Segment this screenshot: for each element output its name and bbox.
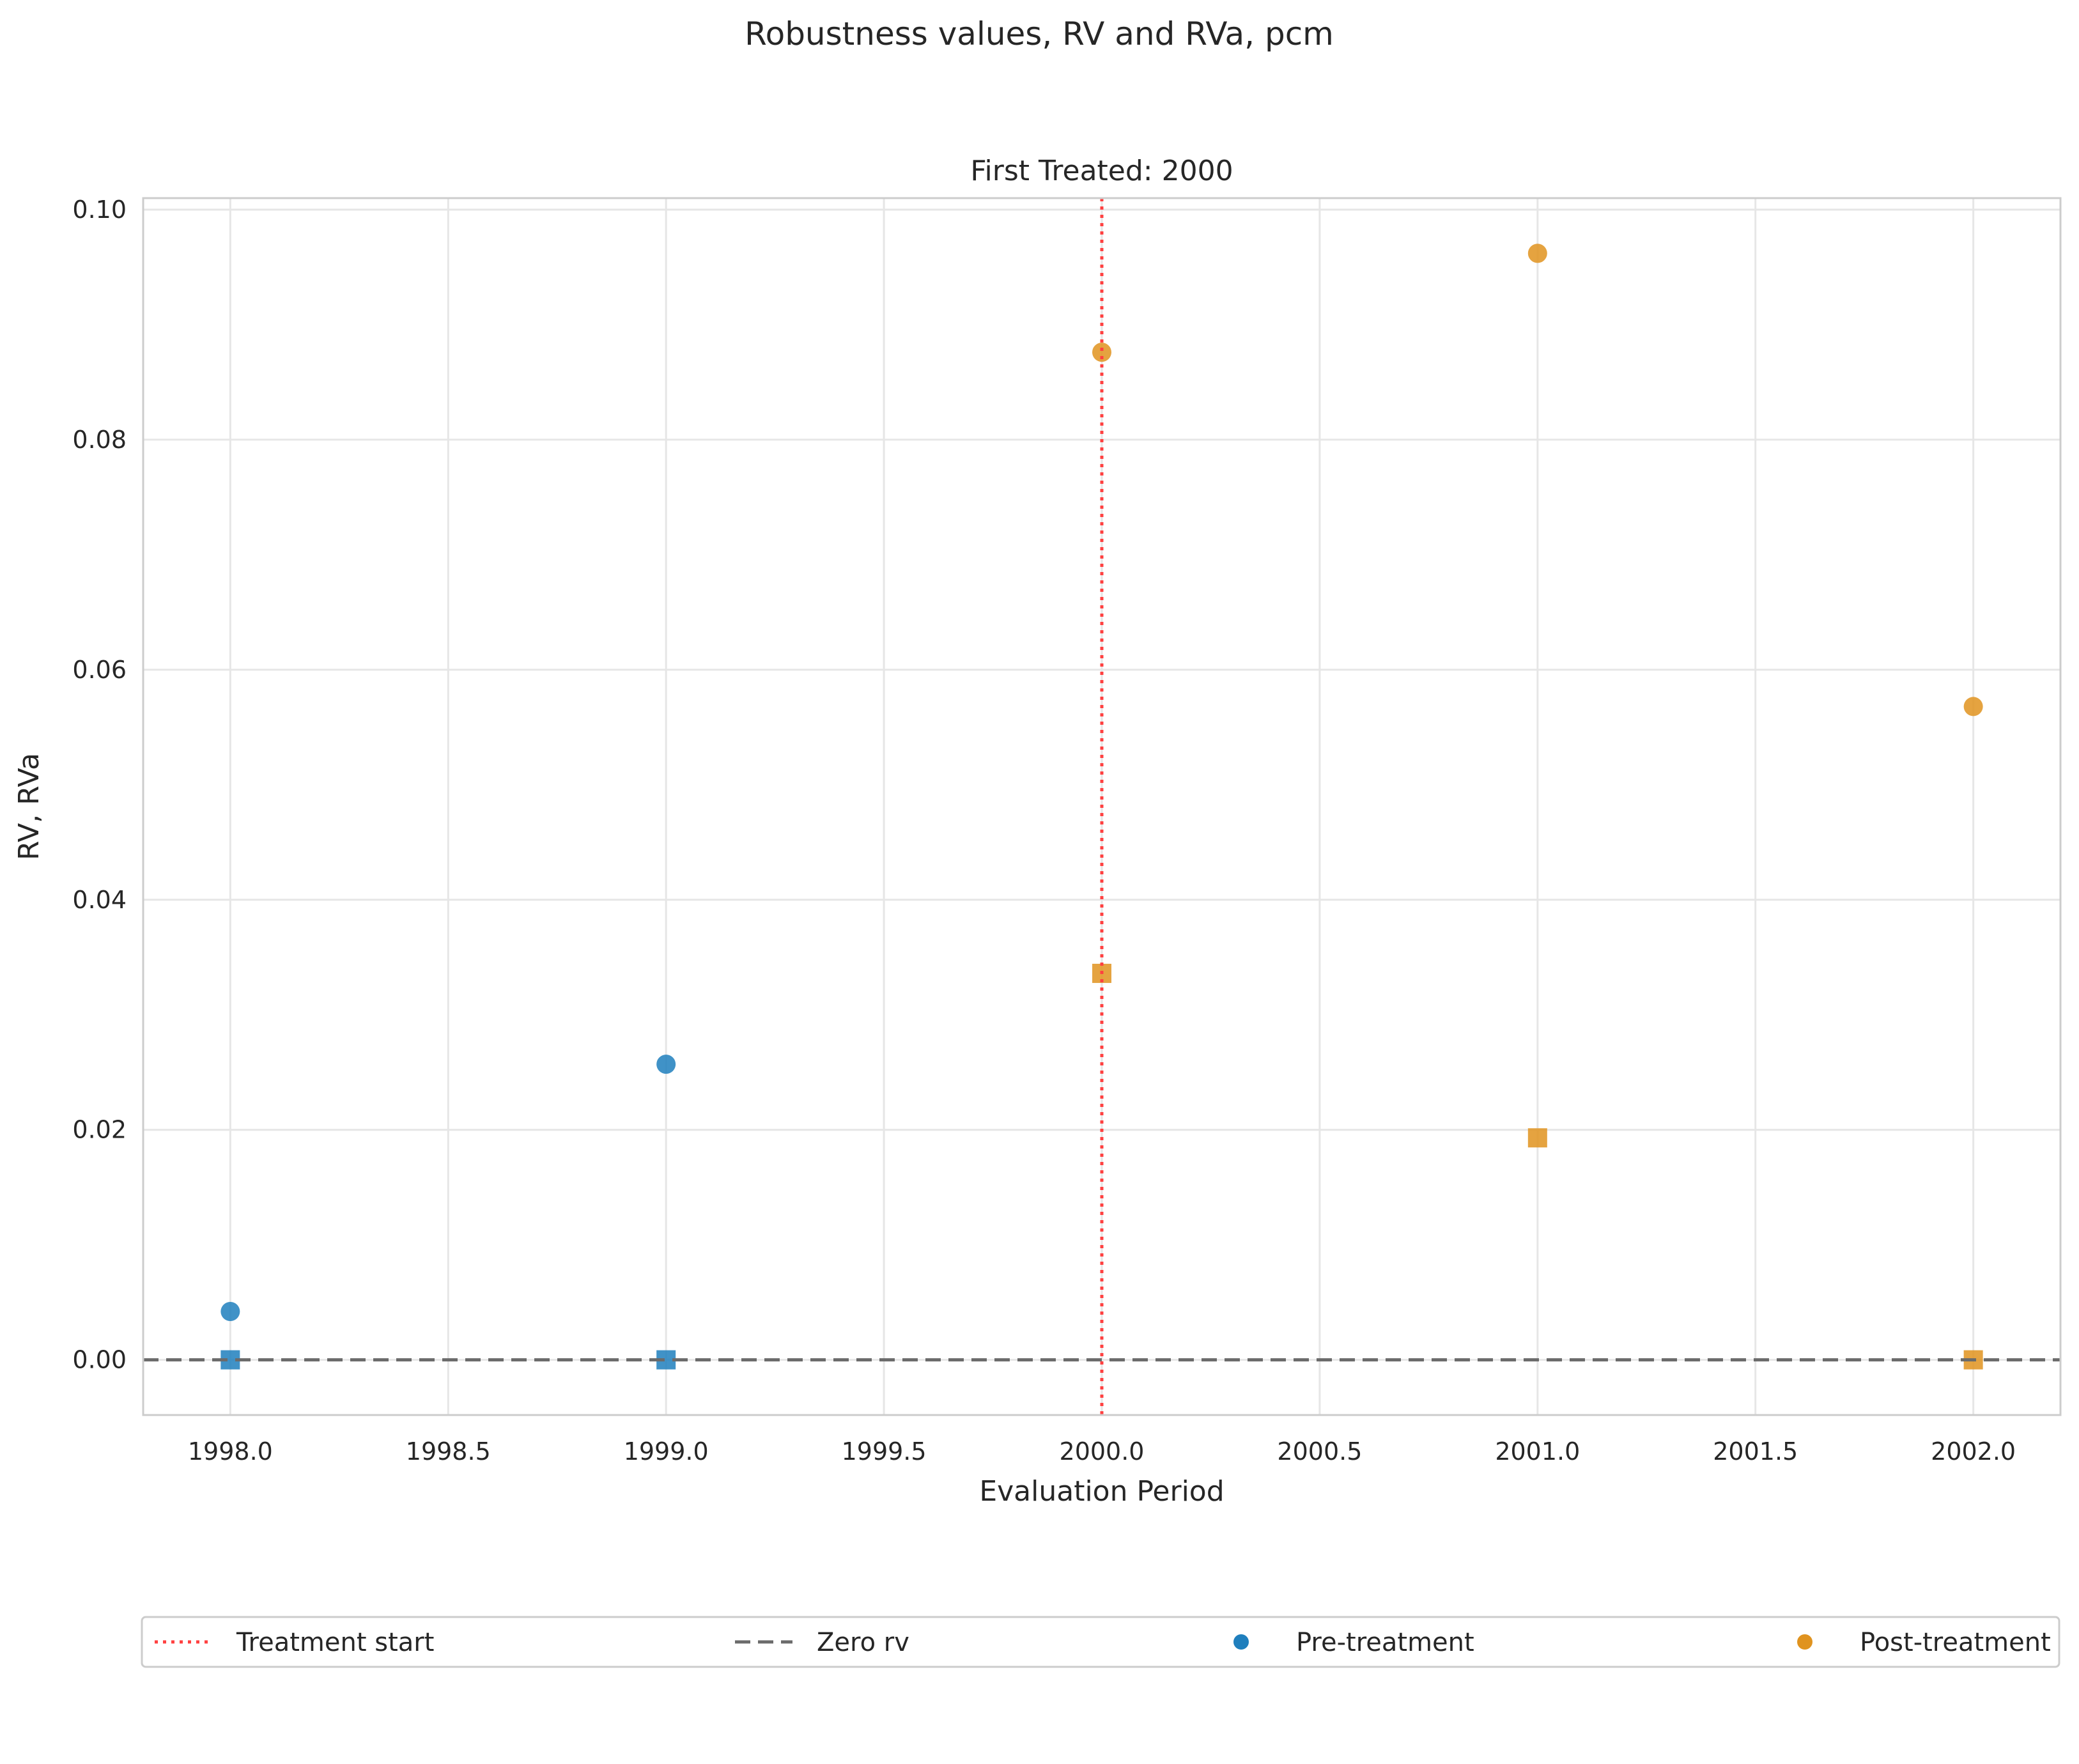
x-tick-label: 2001.5: [1713, 1437, 1798, 1466]
reference-lines: [143, 198, 2060, 1415]
legend-zero-rv-label: Zero rv: [817, 1628, 909, 1657]
x-ticks: 1998.0 1998.5 1999.0 1999.5 2000.0 2000.5 2001…: [188, 1437, 2016, 1466]
post-treatment-rva-square: [1527, 1128, 1547, 1148]
plot-frame: [142, 197, 2062, 1416]
y-tick-label: 0.04: [72, 886, 127, 914]
legend-box: [141, 1616, 2060, 1668]
x-tick-label: 2000.0: [1060, 1437, 1145, 1466]
post-treatment-rv-circle: [1092, 343, 1111, 362]
pre-treatment-rv-circle: [220, 1302, 240, 1322]
x-tick-label: 2002.0: [1931, 1437, 2016, 1466]
legend-post-treatment-marker: [1797, 1634, 1812, 1650]
x-tick-label: 1999.5: [842, 1437, 927, 1466]
y-ticks: 0.00 0.02 0.04 0.06 0.08 0.10: [72, 196, 127, 1374]
axes-title: First Treated: 2000: [970, 155, 1233, 187]
x-tick-label: 1998.0: [188, 1437, 273, 1466]
legend-post-treatment-label: Post-treatment: [1860, 1628, 2051, 1657]
post-treatment-rv-circle: [1963, 697, 1983, 716]
y-tick-label: 0.00: [72, 1346, 127, 1374]
y-tick-label: 0.10: [72, 196, 127, 224]
y-tick-label: 0.02: [72, 1116, 127, 1144]
y-tick-label: 0.06: [72, 656, 127, 684]
pre-treatment-rv-circle: [656, 1055, 676, 1074]
x-axis-label: Evaluation Period: [979, 1475, 1224, 1508]
x-tick-label: 1999.0: [624, 1437, 709, 1466]
legend-pre-treatment-label: Pre-treatment: [1296, 1628, 1474, 1657]
post-treatment-rv-circle: [1527, 244, 1547, 263]
y-axis-label: RV, RVa: [13, 753, 45, 860]
chart-title: Robustness values, RV and RVa, pcm: [745, 15, 1334, 52]
x-tick-label: 1998.5: [406, 1437, 491, 1466]
legend-pre-treatment-marker: [1233, 1634, 1249, 1650]
legend-treatment-start-label: Treatment start: [236, 1628, 434, 1657]
legend: Treatment start Zero rv Pre-treatment Po…: [141, 1616, 2060, 1668]
x-tick-label: 2000.5: [1277, 1437, 1362, 1466]
x-tick-label: 2001.0: [1495, 1437, 1580, 1466]
y-tick-label: 0.08: [72, 426, 127, 454]
